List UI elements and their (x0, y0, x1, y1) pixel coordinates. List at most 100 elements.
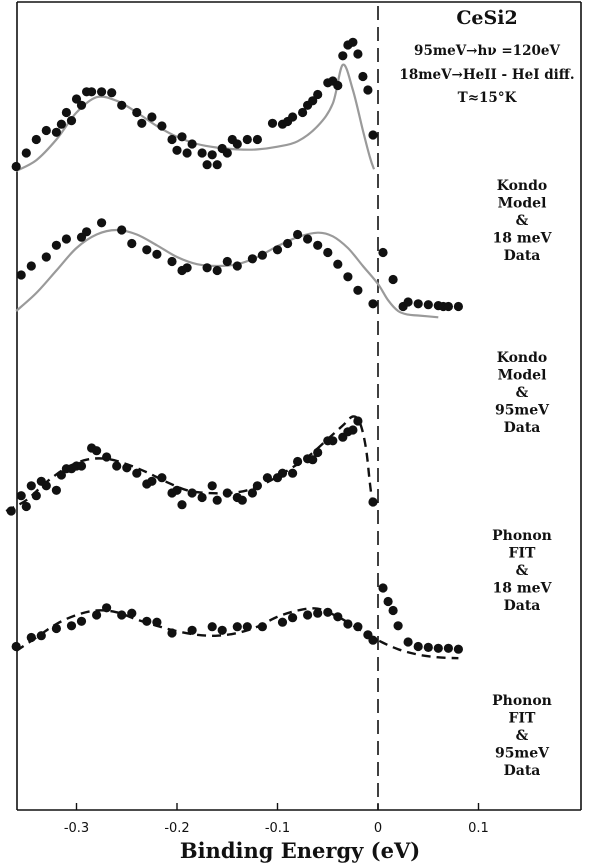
data-point (21, 148, 31, 158)
data-point (172, 485, 182, 495)
data-point (358, 71, 368, 82)
data-point (343, 619, 353, 629)
data-point (277, 468, 288, 478)
data-point (197, 148, 207, 158)
data-point (61, 234, 71, 244)
data-point (257, 622, 267, 632)
data-point (323, 607, 333, 617)
data-point (16, 270, 26, 280)
data-point (222, 148, 232, 158)
data-point (338, 51, 348, 61)
data-point (132, 107, 142, 118)
panel-label-line: Data (504, 598, 541, 614)
data-point (167, 256, 177, 267)
data-point (147, 112, 157, 122)
data-point (368, 299, 378, 309)
data-point (383, 596, 393, 607)
data-point (403, 297, 413, 307)
panel-label-line: & (516, 728, 529, 744)
data-point (207, 622, 217, 632)
data-point (353, 416, 363, 426)
data-point (117, 100, 127, 110)
data-point (152, 249, 162, 259)
data-point (343, 272, 353, 282)
spectra-panels (5, 37, 463, 660)
data-point (222, 256, 232, 267)
panel-label-line: Model (498, 196, 547, 212)
x-tick-label: 0 (374, 821, 382, 836)
data-point (277, 617, 288, 627)
panel-label-line: & (516, 563, 529, 579)
annotation-line-1: 95meV→hν =120eV (414, 43, 560, 59)
data-point (31, 491, 41, 501)
data-point (102, 452, 112, 462)
data-point (293, 229, 303, 240)
data-point (378, 583, 388, 593)
data-point (66, 116, 77, 126)
data-point (303, 610, 313, 620)
data-point (41, 252, 51, 262)
data-point (272, 245, 283, 255)
panel-label-line: Data (504, 420, 541, 436)
data-point (182, 148, 192, 158)
data-point (212, 495, 222, 505)
chart-title: CeSi2 (456, 7, 517, 29)
data-point (51, 623, 62, 634)
data-point (182, 263, 192, 273)
data-point (87, 87, 97, 97)
x-ticks: -0.3 -0.2 -0.1 0 0.1 (64, 803, 489, 836)
data-point (122, 463, 132, 473)
data-point (21, 501, 31, 512)
data-point (61, 107, 71, 118)
data-point (267, 118, 278, 128)
data-point (308, 96, 318, 106)
data-point (197, 492, 207, 503)
data-point (157, 121, 167, 131)
x-tick-label: -0.1 (265, 821, 290, 836)
data-point (217, 625, 227, 635)
spectrum-panel-4 (11, 583, 463, 660)
data-point (333, 259, 343, 269)
data-point (26, 481, 36, 491)
data-point (262, 473, 272, 483)
data-point (76, 461, 87, 471)
data-point (172, 145, 182, 155)
panel-label-line: Phonon (492, 693, 552, 709)
fit-curve (15, 607, 459, 660)
data-point (313, 447, 323, 458)
data-point (232, 261, 242, 271)
data-point (353, 285, 363, 295)
data-point (117, 610, 127, 620)
data-point (232, 139, 242, 149)
data-point (242, 622, 252, 632)
data-point (157, 473, 167, 483)
data-point (388, 605, 398, 616)
data-point (413, 641, 423, 652)
data-point (142, 616, 152, 626)
data-point (142, 245, 152, 255)
data-point (187, 488, 197, 498)
data-point (16, 491, 26, 501)
data-point (298, 107, 308, 118)
spectrum-panel-1 (11, 37, 378, 172)
panel-label-line: Data (504, 763, 541, 779)
data-point (11, 161, 21, 172)
panel-label-line: FIT (509, 546, 536, 562)
data-point (368, 497, 378, 507)
panel-label-line: 18 meV (493, 581, 553, 597)
data-point (257, 250, 267, 260)
data-point (66, 621, 77, 631)
data-point (97, 218, 107, 228)
panel-label-line: Kondo (497, 350, 548, 366)
panel-label-line: 95meV (495, 403, 550, 419)
data-point (167, 628, 177, 638)
data-point (112, 461, 122, 471)
data-point (232, 622, 242, 632)
spectrum-panel-2 (15, 218, 463, 319)
panel-label-line: & (516, 213, 529, 229)
data-point (31, 134, 41, 145)
data-point (313, 240, 323, 250)
data-point (36, 631, 46, 641)
data-point (288, 468, 298, 478)
